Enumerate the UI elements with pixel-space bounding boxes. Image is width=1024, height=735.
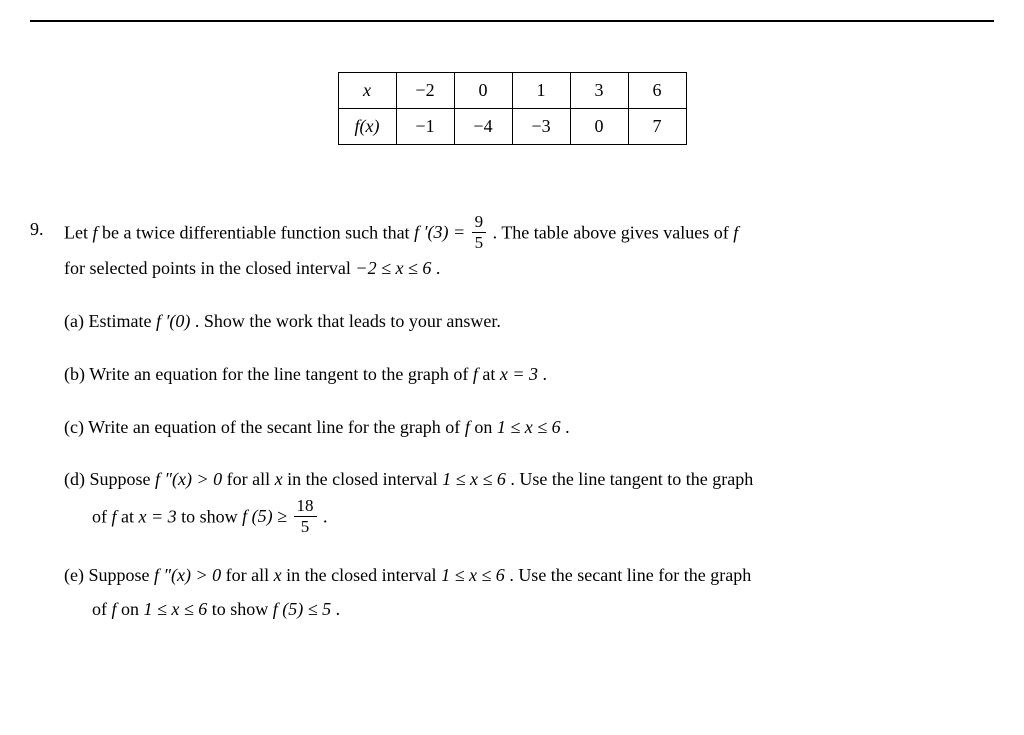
part-c: (c) Write an equation of the secant line… xyxy=(64,412,994,443)
problem-intro: Let f be a twice differentiable function… xyxy=(64,215,994,282)
part-b: (b) Write an equation for the line tange… xyxy=(64,359,994,390)
part-label: (a) xyxy=(64,311,84,331)
math-expr: f ″(x) > 0 xyxy=(154,565,221,585)
math-expr-text: f ′(3) = xyxy=(414,222,470,242)
text: Suppose xyxy=(88,565,154,585)
text: . Use the line tangent to the graph xyxy=(510,469,753,489)
table-container: x −2 0 1 3 6 f(x) −1 −4 −3 0 7 xyxy=(30,72,994,145)
math-expr: −2 ≤ x ≤ 6 xyxy=(355,258,431,278)
text: at xyxy=(121,506,139,526)
text: on xyxy=(474,417,497,437)
math-var: x xyxy=(274,565,282,585)
math-var: x xyxy=(363,80,371,100)
part-a: (a) Estimate f ′(0) . Show the work that… xyxy=(64,306,994,337)
fraction: 9 5 xyxy=(472,213,487,252)
table-row: x −2 0 1 3 6 xyxy=(338,73,686,109)
page: x −2 0 1 3 6 f(x) −1 −4 −3 0 7 9. xyxy=(0,0,1024,687)
problem-number: 9. xyxy=(30,215,52,244)
table-cell: 0 xyxy=(570,109,628,145)
text: Let xyxy=(64,222,93,242)
math-var: f xyxy=(112,599,117,619)
problem-body: Let f be a twice differentiable function… xyxy=(64,215,994,647)
text: at xyxy=(482,364,500,384)
math-expr: 1 ≤ x ≤ 6 xyxy=(144,599,208,619)
text: for all xyxy=(226,565,274,585)
text: of xyxy=(92,506,112,526)
problem: 9. Let f be a twice differentiable funct… xyxy=(30,215,994,647)
part-label: (d) xyxy=(64,469,85,489)
paren: ) xyxy=(374,116,380,136)
table-cell: −2 xyxy=(396,73,454,109)
text: to show xyxy=(181,506,242,526)
table-header-fx: f(x) xyxy=(338,109,396,145)
text: in the closed interval xyxy=(287,469,442,489)
part-label: (c) xyxy=(64,417,84,437)
part-d: (d) Suppose f ″(x) > 0 for all x in the … xyxy=(64,464,994,537)
text: to show xyxy=(212,599,273,619)
text: in the closed interval xyxy=(286,565,441,585)
math-expr: f ′(3) = 9 5 xyxy=(414,222,493,242)
fraction-den: 5 xyxy=(472,233,487,252)
fraction-num: 9 xyxy=(472,213,487,233)
math-var: x xyxy=(275,469,283,489)
table-cell: −3 xyxy=(512,109,570,145)
text: Suppose xyxy=(90,469,156,489)
fraction-num: 18 xyxy=(294,497,317,517)
text: . xyxy=(323,506,328,526)
math-expr: 1 ≤ x ≤ 6 xyxy=(442,469,506,489)
text: . The table above gives values of xyxy=(493,222,734,242)
values-table: x −2 0 1 3 6 f(x) −1 −4 −3 0 7 xyxy=(338,72,687,145)
table-cell: 6 xyxy=(628,73,686,109)
math-var: f xyxy=(473,364,478,384)
text: be a twice differentiable function such … xyxy=(102,222,414,242)
text: for selected points in the closed interv… xyxy=(64,258,355,278)
text: Write an equation of the secant line for… xyxy=(88,417,465,437)
table-cell: 1 xyxy=(512,73,570,109)
text: for all xyxy=(227,469,275,489)
math-expr: 1 ≤ x ≤ 6 xyxy=(441,565,505,585)
table-header-x: x xyxy=(338,73,396,109)
part-label: (e) xyxy=(64,565,84,585)
math-expr-text: f (5) ≥ xyxy=(242,506,291,526)
part-d-continuation: of f at x = 3 to show f (5) ≥ 18 5 . xyxy=(64,499,994,538)
math-expr: f ″(x) > 0 xyxy=(155,469,222,489)
fraction-den: 5 xyxy=(294,517,317,536)
math-var: f xyxy=(465,417,470,437)
table-cell: −1 xyxy=(396,109,454,145)
text: . Show the work that leads to your answe… xyxy=(195,311,501,331)
text: . xyxy=(543,364,548,384)
table-cell: −4 xyxy=(454,109,512,145)
math-expr: x = 3 xyxy=(139,506,177,526)
math-expr: f ′(0) xyxy=(156,311,190,331)
math-expr: f (5) ≥ 18 5 xyxy=(242,506,323,526)
math-expr: x = 3 xyxy=(500,364,538,384)
table-cell: 0 xyxy=(454,73,512,109)
math-var: x xyxy=(366,116,374,136)
text: . xyxy=(336,599,341,619)
table-cell: 3 xyxy=(570,73,628,109)
part-e: (e) Suppose f ″(x) > 0 for all x in the … xyxy=(64,560,994,625)
math-expr: 1 ≤ x ≤ 6 xyxy=(497,417,561,437)
fraction: 18 5 xyxy=(294,497,317,536)
math-expr: f (5) ≤ 5 xyxy=(273,599,331,619)
part-label: (b) xyxy=(64,364,85,384)
math-var: f xyxy=(112,506,117,526)
text: . xyxy=(436,258,441,278)
top-rule xyxy=(30,20,994,22)
text: of xyxy=(92,599,112,619)
text: Estimate xyxy=(88,311,155,331)
text: . xyxy=(565,417,570,437)
part-e-continuation: of f on 1 ≤ x ≤ 6 to show f (5) ≤ 5 . xyxy=(64,594,994,625)
text: Write an equation for the line tangent t… xyxy=(89,364,473,384)
text: on xyxy=(121,599,144,619)
text: . Use the secant line for the graph xyxy=(509,565,751,585)
table-row: f(x) −1 −4 −3 0 7 xyxy=(338,109,686,145)
table-cell: 7 xyxy=(628,109,686,145)
math-var: f xyxy=(93,222,98,242)
math-var: f xyxy=(733,222,738,242)
